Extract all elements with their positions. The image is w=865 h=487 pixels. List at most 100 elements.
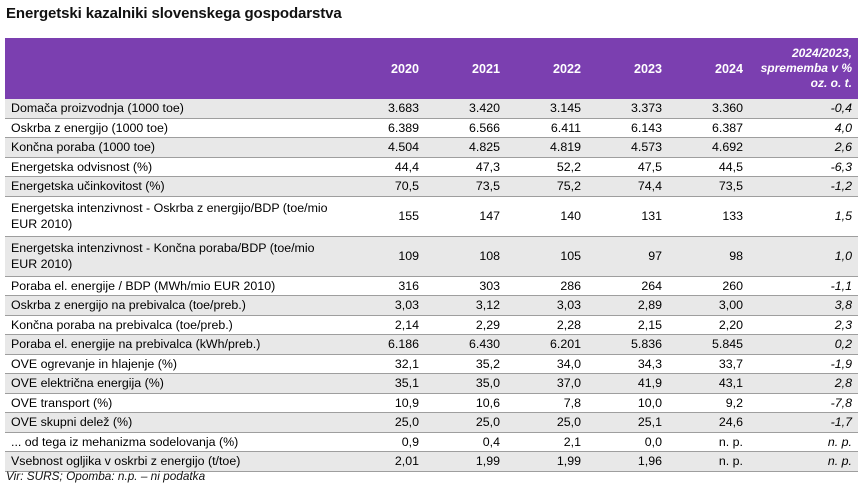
- change-cell: n. p.: [750, 432, 858, 452]
- change-cell: -0,4: [750, 98, 858, 119]
- value-cell-2022: 37,0: [507, 373, 588, 394]
- value-cell-2022: 105: [507, 236, 588, 277]
- value-cell-2021: 2,29: [426, 315, 507, 335]
- value-cell-2020: 6.186: [345, 334, 426, 355]
- value-cell-2024: 9,2: [669, 393, 750, 413]
- value-cell-2021: 47,3: [426, 157, 507, 177]
- table-row: Vsebnost ogljika v oskrbi z energijo (t/…: [5, 451, 858, 472]
- table-row: Poraba el. energije na prebivalca (kWh/p…: [5, 334, 858, 355]
- value-cell-2022: 25,0: [507, 412, 588, 433]
- header-year-2023: 2023: [588, 38, 669, 99]
- value-cell-2021: 35,0: [426, 373, 507, 394]
- value-cell-2020: 155: [345, 196, 426, 237]
- value-cell-2022: 2,1: [507, 432, 588, 452]
- value-cell-2021: 3,12: [426, 295, 507, 316]
- row-label: Energetska intenzivnost - Oskrba z energ…: [5, 196, 345, 237]
- value-cell-2023: 74,4: [588, 176, 669, 197]
- table-row: Oskrba z energijo (1000 toe) 6.389 6.566 6.…: [5, 118, 858, 138]
- table-header: 2020 2021 2022 2023 2024 2024/2023, spre…: [5, 38, 858, 99]
- change-cell: 0,2: [750, 334, 858, 355]
- header-year-2022: 2022: [507, 38, 588, 99]
- value-cell-2020: 0,9: [345, 432, 426, 452]
- change-cell: n. p.: [750, 451, 858, 472]
- value-cell-2024: 43,1: [669, 373, 750, 394]
- value-cell-2024: 44,5: [669, 157, 750, 177]
- value-cell-2024: 73,5: [669, 176, 750, 197]
- value-cell-2022: 286: [507, 276, 588, 296]
- value-cell-2020: 70,5: [345, 176, 426, 197]
- table-row: OVE transport (%) 10,9 10,6 7,8 10,0 9,2 -7,8: [5, 393, 858, 413]
- row-label: Končna poraba (1000 toe): [5, 137, 345, 158]
- value-cell-2023: 4.573: [588, 137, 669, 158]
- value-cell-2024: n. p.: [669, 432, 750, 452]
- header-change-line: oz. o. t.: [810, 75, 852, 90]
- row-label: Poraba el. energije na prebivalca (kWh/p…: [5, 334, 345, 355]
- table-row: Poraba el. energije / BDP (MWh/mio EUR 2…: [5, 276, 858, 296]
- table-body: Domača proizvodnja (1000 toe) 3.683 3.420 3…: [5, 98, 858, 472]
- value-cell-2023: 34,3: [588, 354, 669, 374]
- change-cell: 1,0: [750, 236, 858, 277]
- value-cell-2022: 140: [507, 196, 588, 237]
- change-cell: 2,3: [750, 315, 858, 335]
- value-cell-2021: 35,2: [426, 354, 507, 374]
- value-cell-2022: 3.145: [507, 98, 588, 119]
- row-label: OVE transport (%): [5, 393, 345, 413]
- energy-indicators-table: 2020 2021 2022 2023 2024 2024/2023, spre…: [5, 38, 858, 472]
- value-cell-2022: 6.411: [507, 118, 588, 138]
- table-row: Energetska odvisnost (%) 44,4 47,3 52,2 47,5…: [5, 157, 858, 177]
- value-cell-2020: 316: [345, 276, 426, 296]
- value-cell-2024: 2,20: [669, 315, 750, 335]
- value-cell-2020: 2,14: [345, 315, 426, 335]
- value-cell-2020: 3.683: [345, 98, 426, 119]
- change-cell: 4,0: [750, 118, 858, 138]
- value-cell-2021: 6.430: [426, 334, 507, 355]
- header-row: 2020 2021 2022 2023 2024 2024/2023, spre…: [5, 38, 858, 99]
- change-cell: -1,2: [750, 176, 858, 197]
- value-cell-2023: 97: [588, 236, 669, 277]
- value-cell-2020: 3,03: [345, 295, 426, 316]
- value-cell-2022: 2,28: [507, 315, 588, 335]
- value-cell-2022: 3,03: [507, 295, 588, 316]
- change-cell: -1,1: [750, 276, 858, 296]
- header-change-line: 2024/2023,: [791, 45, 852, 60]
- value-cell-2024: 3.360: [669, 98, 750, 119]
- value-cell-2023: 47,5: [588, 157, 669, 177]
- value-cell-2020: 44,4: [345, 157, 426, 177]
- value-cell-2023: 5.836: [588, 334, 669, 355]
- row-label: Končna poraba na prebivalca (toe/preb.): [5, 315, 345, 335]
- header-change-line: sprememba v %: [760, 60, 852, 75]
- change-cell: 3,8: [750, 295, 858, 316]
- value-cell-2024: 33,7: [669, 354, 750, 374]
- row-label: Energetska učinkovitost (%): [5, 176, 345, 197]
- value-cell-2020: 35,1: [345, 373, 426, 394]
- value-cell-2022: 34,0: [507, 354, 588, 374]
- value-cell-2023: 41,9: [588, 373, 669, 394]
- value-cell-2024: 98: [669, 236, 750, 277]
- header-change: 2024/2023, sprememba v % oz. o. t.: [750, 38, 858, 99]
- header-year-2024: 2024: [669, 38, 750, 99]
- value-cell-2023: 131: [588, 196, 669, 237]
- row-label: ... od tega iz mehanizma sodelovanja (%): [5, 432, 345, 452]
- row-label: OVE ogrevanje in hlajenje (%): [5, 354, 345, 374]
- value-cell-2020: 2,01: [345, 451, 426, 472]
- row-label: Energetska intenzivnost - Končna poraba/…: [5, 236, 345, 277]
- table-row: Oskrba z energijo na prebivalca (toe/pre…: [5, 295, 858, 316]
- value-cell-2024: 6.387: [669, 118, 750, 138]
- value-cell-2021: 108: [426, 236, 507, 277]
- value-cell-2024: 260: [669, 276, 750, 296]
- value-cell-2023: 10,0: [588, 393, 669, 413]
- value-cell-2021: 25,0: [426, 412, 507, 433]
- value-cell-2021: 6.566: [426, 118, 507, 138]
- table-row: Energetska intenzivnost - Končna poraba/…: [5, 236, 858, 277]
- value-cell-2024: 3,00: [669, 295, 750, 316]
- value-cell-2024: 133: [669, 196, 750, 237]
- change-cell: -1,7: [750, 412, 858, 433]
- row-label: Domača proizvodnja (1000 toe): [5, 98, 345, 119]
- value-cell-2022: 6.201: [507, 334, 588, 355]
- value-cell-2023: 264: [588, 276, 669, 296]
- change-cell: 2,8: [750, 373, 858, 394]
- change-cell: -1,9: [750, 354, 858, 374]
- row-label: Energetska odvisnost (%): [5, 157, 345, 177]
- change-cell: -7,8: [750, 393, 858, 413]
- value-cell-2022: 75,2: [507, 176, 588, 197]
